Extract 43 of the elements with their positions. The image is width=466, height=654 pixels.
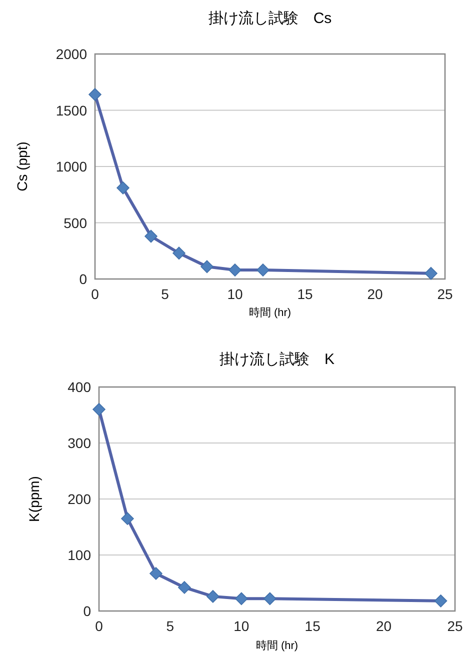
x-tick-label: 25 <box>447 618 463 634</box>
x-tick-label: 15 <box>297 286 313 302</box>
y-tick-label: 2000 <box>56 46 88 62</box>
y-tick-label: 500 <box>64 214 88 231</box>
x-tick-label: 5 <box>166 618 174 634</box>
y-tick-label: 1500 <box>56 102 88 118</box>
x-tick-label: 25 <box>437 286 453 302</box>
y-axis-title: Cs (ppt) <box>14 142 30 192</box>
y-tick-label: 400 <box>68 379 92 395</box>
point <box>235 592 248 606</box>
x-axis-title: 時間 (hr) <box>248 306 292 319</box>
point <box>172 246 186 260</box>
y-tick-label: 300 <box>68 435 92 451</box>
point <box>263 592 276 606</box>
y-tick-label: 0 <box>83 603 92 619</box>
point <box>424 266 438 280</box>
y-axis-title: K(ppm) <box>26 476 42 522</box>
point <box>434 594 448 608</box>
point <box>200 260 214 274</box>
y-tick-label: 200 <box>68 491 92 507</box>
point <box>116 181 130 194</box>
y-tick-label: 1000 <box>56 158 88 174</box>
x-tick-label: 5 <box>161 286 170 302</box>
y-tick-label: 0 <box>79 271 88 287</box>
point <box>144 230 158 243</box>
point <box>178 581 191 594</box>
x-tick-label: 10 <box>234 618 250 634</box>
point <box>150 567 162 580</box>
x-tick-label: 10 <box>227 286 243 302</box>
point <box>256 264 270 276</box>
x-tick-label: 20 <box>367 286 383 302</box>
x-tick-label: 15 <box>304 618 321 634</box>
chart-title: 掛け流し試験 K <box>219 351 335 368</box>
point <box>228 264 242 276</box>
x-tick-label: 20 <box>376 618 392 634</box>
chart-title: 掛け流し試験 Cs <box>208 10 332 27</box>
y-tick-label: 100 <box>68 547 92 563</box>
point <box>121 512 134 525</box>
x-axis-title: 時間 (hr) <box>256 639 298 652</box>
point <box>92 403 106 416</box>
x-tick-label: 0 <box>95 618 104 634</box>
point <box>206 590 220 603</box>
point <box>88 88 102 101</box>
